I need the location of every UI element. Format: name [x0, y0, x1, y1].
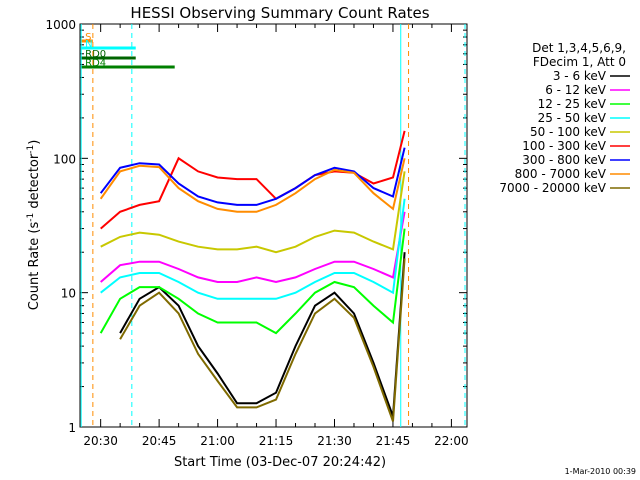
series-line [119, 258, 406, 422]
legend-header: Det 1,3,4,5,6,9, [532, 41, 626, 55]
legend: Det 1,3,4,5,6,9,FDecim 1, Att 03 - 6 keV… [499, 41, 630, 195]
x-axis-label: Start Time (03-Dec-07 20:24:42) [174, 455, 386, 470]
y-axis-label: Count Rate (s-1 detector-1) [26, 140, 42, 311]
legend-header: FDecim 1, Att 0 [533, 55, 626, 69]
y-tick-label: 1 [68, 421, 76, 435]
x-tick-label: 20:30 [83, 434, 118, 448]
series-line [100, 171, 406, 254]
x-tick-label: 20:45 [142, 434, 177, 448]
series-line [100, 130, 406, 230]
y-tick-label: 10 [61, 287, 76, 301]
series-line [99, 147, 406, 206]
flag-label: RD0 [85, 49, 106, 60]
legend-label: 12 - 25 keV [538, 97, 607, 111]
y-axis-ticks: 1 10 100 1000 [45, 18, 467, 435]
legend-label: 800 - 7000 keV [515, 167, 607, 181]
flag-label: N [85, 39, 92, 50]
legend-label: 3 - 6 keV [553, 69, 607, 83]
x-tick-label: 21:00 [200, 434, 235, 448]
legend-label: 6 - 12 keV [545, 83, 607, 97]
y-tick-label: 1000 [45, 18, 76, 32]
series-line [99, 158, 406, 213]
flag-label: S [85, 32, 91, 43]
legend-label: 100 - 300 keV [522, 139, 606, 153]
x-axis-ticks: 20:30 20:45 21:00 21:15 21:30 21:45 22:00 [83, 24, 469, 448]
x-tick-label: 22:00 [434, 434, 469, 448]
series-line [100, 198, 406, 300]
legend-label: 300 - 800 keV [522, 153, 606, 167]
x-tick-label: 21:30 [317, 434, 352, 448]
legend-label: 50 - 100 keV [530, 125, 607, 139]
flag-label: RD4 [85, 58, 106, 69]
series-lines [99, 130, 406, 422]
x-tick-label: 21:15 [259, 434, 294, 448]
plot-frame [79, 23, 468, 428]
series-line [99, 228, 406, 335]
series-line [100, 211, 406, 284]
footer-timestamp: 1-Mar-2010 00:39 [565, 467, 636, 476]
x-tick-label: 21:45 [376, 434, 411, 448]
series-line [119, 252, 406, 417]
legend-label: 7000 - 20000 keV [499, 181, 606, 195]
y-tick-label: 100 [53, 152, 76, 166]
legend-label: 25 - 50 keV [538, 111, 607, 125]
chart-title: HESSI Observing Summary Count Rates [130, 4, 429, 22]
